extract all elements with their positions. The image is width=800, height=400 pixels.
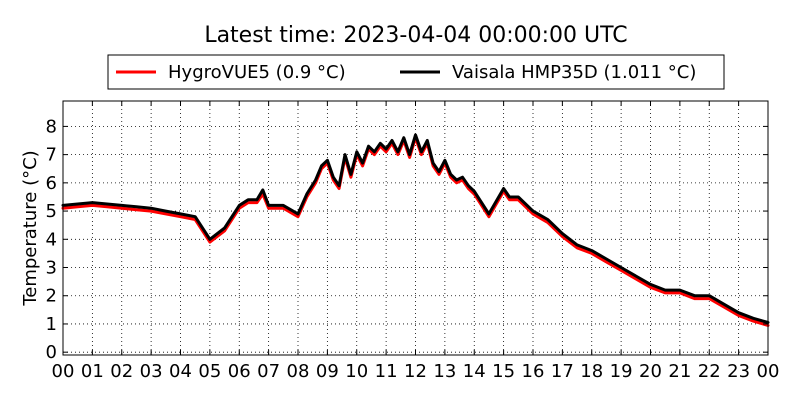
x-tick-label: 18 <box>580 361 603 382</box>
y-tick-label: 5 <box>46 201 57 222</box>
chart-title: Latest time: 2023-04-04 00:00:00 UTC <box>204 23 627 48</box>
y-tick-label: 8 <box>46 116 57 137</box>
x-tick-label: 02 <box>110 361 133 382</box>
x-tick-label: 03 <box>140 361 163 382</box>
x-tick-label: 09 <box>316 361 339 382</box>
series-layer <box>61 133 770 327</box>
x-tick-label: 21 <box>668 361 691 382</box>
x-tick-label: 00 <box>52 361 75 382</box>
y-tick-label: 1 <box>46 314 57 335</box>
x-tick-label: 16 <box>522 361 545 382</box>
x-tick-label: 13 <box>433 361 456 382</box>
x-tick-label: 00 <box>757 361 780 382</box>
x-tick-label: 06 <box>228 361 251 382</box>
y-tick-label: 0 <box>46 342 57 363</box>
x-tick-label: 05 <box>198 361 221 382</box>
y-tick-label: 6 <box>46 173 57 194</box>
y-tick-label: 4 <box>46 229 57 250</box>
series-line-hygrovue <box>61 136 770 327</box>
legend: HygroVUE5 (0.9 °C) Vaisala HMP35D (1.011… <box>107 54 725 90</box>
x-tick-label: 08 <box>287 361 310 382</box>
x-tick-label: 11 <box>375 361 398 382</box>
y-tick-label: 2 <box>46 286 57 307</box>
y-tick-label: 3 <box>46 258 57 279</box>
x-tick-label: 19 <box>610 361 633 382</box>
y-axis-label: Temperature (°C) <box>20 150 41 306</box>
x-tick-label: 17 <box>551 361 574 382</box>
x-tick-label: 22 <box>698 361 721 382</box>
ticks: 00 01 02 03 04 05 06 07 08 09 10 11 12 13 14 15 16 17 18 19… <box>46 101 780 382</box>
x-tick-label: 07 <box>257 361 280 382</box>
x-tick-label: 23 <box>727 361 750 382</box>
legend-label-vaisala: Vaisala HMP35D (1.011 °C) <box>452 62 696 83</box>
x-tick-label: 14 <box>463 361 486 382</box>
x-tick-label: 15 <box>492 361 515 382</box>
series-line-vaisala <box>61 133 770 324</box>
x-tick-label: 12 <box>404 361 427 382</box>
y-tick-label: 7 <box>46 145 57 166</box>
x-tick-label: 04 <box>169 361 192 382</box>
x-tick-label: 01 <box>81 361 104 382</box>
x-tick-label: 20 <box>639 361 662 382</box>
x-tick-label: 10 <box>345 361 368 382</box>
legend-label-hygrovue: HygroVUE5 (0.9 °C) <box>168 62 346 83</box>
